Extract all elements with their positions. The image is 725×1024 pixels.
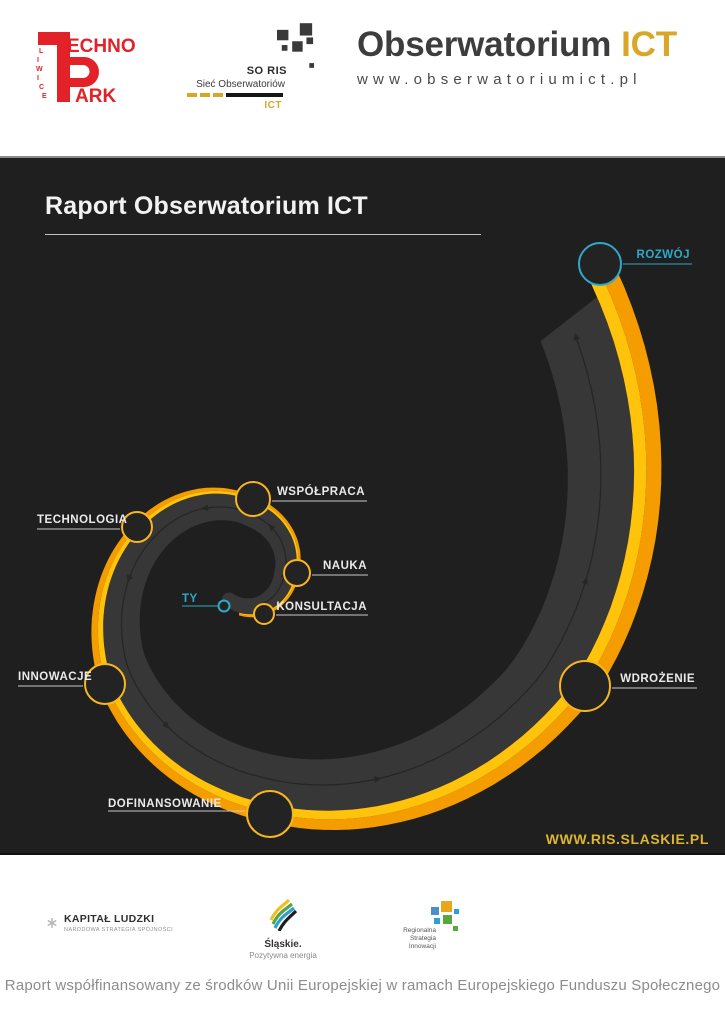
flow-arrowhead-icon bbox=[201, 504, 209, 511]
stage-node-circle bbox=[121, 511, 153, 543]
technopark-stem bbox=[57, 32, 70, 102]
flow-arrowhead-icon bbox=[162, 721, 170, 729]
stage-label: TY bbox=[182, 593, 198, 605]
stage-label: TECHNOLOGIA bbox=[37, 514, 127, 526]
rsi-line-1: Regionalna bbox=[403, 927, 436, 934]
stage-wspolpraca: WSPÓŁPRACA bbox=[235, 481, 367, 517]
technopark-city-letter: W bbox=[36, 66, 43, 73]
technopark-city-letter: G bbox=[42, 39, 48, 46]
flow-arrowhead-icon bbox=[573, 333, 580, 341]
soris-ict-tag: ICT bbox=[264, 100, 282, 111]
technopark-city-letter: E bbox=[42, 93, 47, 100]
technopark-city-letter: I bbox=[37, 75, 39, 82]
brand-url: www.obserwatoriumict.pl bbox=[357, 70, 642, 88]
soris-pixel-icon bbox=[277, 23, 315, 68]
spiral-flow-line bbox=[120, 339, 602, 786]
kapital-star-icon bbox=[47, 918, 57, 928]
stage-node-circle bbox=[235, 481, 271, 517]
flow-arrowhead-icon bbox=[374, 776, 382, 783]
flow-arrowhead-icon bbox=[268, 523, 276, 532]
stage-node-circle bbox=[246, 790, 294, 838]
ris-website: WWW.RIS.SLASKIE.PL bbox=[545, 831, 709, 847]
rsi-logo: Regionalna Strategia Innowacji bbox=[398, 901, 470, 965]
flow-arrowhead-icon bbox=[581, 577, 588, 585]
slaskie-subtitle: Pozytywna energia bbox=[249, 951, 317, 960]
stage-node-circle bbox=[578, 242, 622, 286]
brand-block: Obserwatorium ICT www.obserwatoriumict.pl bbox=[357, 25, 677, 88]
stage-node-circle bbox=[283, 559, 311, 587]
cofinancing-note: Raport współfinansowany ze środków Unii … bbox=[4, 977, 721, 994]
technopark-word-bottom: ARK bbox=[75, 86, 116, 107]
rsi-line-2: Strategia bbox=[409, 935, 436, 942]
stage-konsultacja: KONSULTACJA bbox=[253, 601, 368, 625]
stage-innowacje: INNOWACJE bbox=[18, 663, 126, 705]
soris-subtitle: Sieć Obserwatoriów bbox=[196, 79, 285, 90]
stage-node-circle bbox=[253, 603, 275, 625]
brand-title: Obserwatorium ICT bbox=[357, 25, 677, 65]
stage-dofinansowanie: DOFINANSOWANIE bbox=[108, 790, 294, 838]
spiral-gray-band bbox=[103, 297, 635, 811]
stage-label: NAUKA bbox=[323, 560, 367, 572]
poster-panel: TY KONSULTACJA NAUKA WSPÓŁPRACA TECHNOLOGIA I… bbox=[0, 156, 725, 855]
technopark-p-bowl bbox=[70, 57, 99, 87]
soris-divider bbox=[187, 93, 283, 97]
slaskie-title: Śląskie. bbox=[264, 939, 302, 950]
report-title: Raport Obserwatorium ICT bbox=[45, 192, 481, 235]
stage-nauka: NAUKA bbox=[283, 559, 368, 587]
stage-label: DOFINANSOWANIE bbox=[108, 798, 222, 810]
stage-label: ROZWÓJ bbox=[637, 248, 690, 261]
slaskie-waves-icon bbox=[269, 898, 298, 932]
soris-logo: SO RIS Sieć Obserwatoriów ICT bbox=[185, 20, 317, 112]
technopark-city-letter: L bbox=[39, 48, 44, 55]
stage-ty: TY bbox=[182, 593, 231, 613]
technopark-city-letter: I bbox=[37, 57, 39, 64]
soris-name: SO RIS bbox=[246, 65, 287, 77]
brand-title-accent: ICT bbox=[621, 25, 677, 64]
flow-arrowhead-icon bbox=[127, 574, 133, 583]
stage-label: INNOWACJE bbox=[18, 671, 92, 683]
slaskie-logo: Śląskie. Pozytywna energia bbox=[233, 898, 333, 960]
technopark-word-top: ECHNO bbox=[67, 36, 136, 57]
rsi-pixel-icon bbox=[431, 901, 459, 931]
kapital-subtitle: NARODOWA STRATEGIA SPÓJNOŚCI bbox=[64, 927, 173, 933]
stage-node-circle bbox=[559, 660, 611, 712]
page-footer: KAPITAŁ LUDZKI NARODOWA STRATEGIA SPÓJNO… bbox=[0, 855, 725, 1024]
stage-technologia: TECHNOLOGIA bbox=[37, 511, 153, 543]
stage-node-circle bbox=[217, 599, 231, 613]
stage-label: WSPÓŁPRACA bbox=[277, 485, 365, 498]
kapital-title: KAPITAŁ LUDZKI bbox=[64, 913, 155, 925]
stage-node-circle bbox=[84, 663, 126, 705]
rsi-line-3: Innowacji bbox=[408, 943, 436, 950]
brand-title-main: Obserwatorium bbox=[357, 25, 612, 64]
kapital-ludzki-logo: KAPITAŁ LUDZKI NARODOWA STRATEGIA SPÓJNO… bbox=[46, 913, 173, 933]
stage-label: KONSULTACJA bbox=[276, 601, 367, 613]
spiral-diagram: TY KONSULTACJA NAUKA WSPÓŁPRACA TECHNOLOGIA I… bbox=[18, 242, 697, 838]
technopark-city-letter: C bbox=[39, 84, 44, 91]
rsi-text: Regionalna Strategia Innowacji bbox=[392, 927, 436, 951]
stage-wdrozenie: WDROŻENIE bbox=[559, 660, 697, 712]
stage-label: WDROŻENIE bbox=[620, 672, 695, 685]
stage-rozwoj: ROZWÓJ bbox=[578, 242, 692, 286]
